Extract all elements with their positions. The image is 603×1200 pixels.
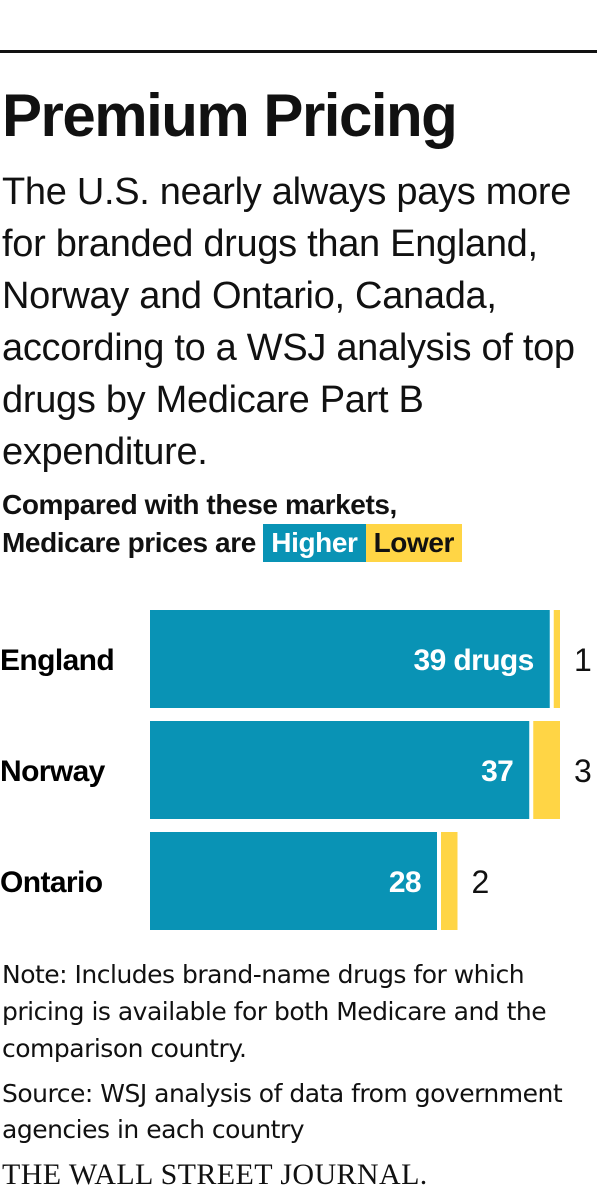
value-label-higher-ontario: 28 <box>389 866 421 899</box>
category-label-norway: Norway <box>0 755 106 788</box>
bar-lower-ontario <box>441 832 458 930</box>
bar-lower-norway <box>533 721 560 819</box>
chart-note: Note: Includes brand-name drugs for whic… <box>2 960 547 1063</box>
bar-higher-norway <box>150 721 530 819</box>
chart-title: Premium Pricing <box>2 82 458 149</box>
legend-line-2: Medicare prices are Higher Lower <box>2 524 463 562</box>
category-label-ontario: Ontario <box>0 866 103 899</box>
legend-line-1: Compared with these markets, <box>2 489 397 520</box>
top-rule <box>0 50 597 53</box>
bar-lower-england <box>553 610 560 708</box>
legend-key-lower: Lower <box>365 524 463 562</box>
value-label-lower-ontario: 2 <box>472 864 490 900</box>
bar-higher-england <box>150 610 550 708</box>
chart-dek: The U.S. nearly always pays more for bra… <box>2 171 575 473</box>
chart-source: Source: WSJ analysis of data from govern… <box>2 1079 563 1144</box>
value-label-higher-norway: 37 <box>481 755 513 788</box>
legend-key-higher: Higher <box>263 524 366 562</box>
stacked-bar-chart: England 39 drugs 1 Norway 37 3 Ontario 28 2 <box>0 610 592 930</box>
value-label-lower-england: 1 <box>574 642 592 678</box>
publisher-masthead: THE WALL STREET JOURNAL. <box>2 1158 428 1191</box>
bar-higher-ontario <box>150 832 437 930</box>
legend: Compared with these markets, Medicare pr… <box>2 486 463 562</box>
legend-prefix: Medicare prices are <box>2 527 256 558</box>
category-label-england: England <box>0 644 114 677</box>
value-label-higher-england: 39 drugs <box>414 644 534 677</box>
value-label-lower-norway: 3 <box>574 753 592 789</box>
